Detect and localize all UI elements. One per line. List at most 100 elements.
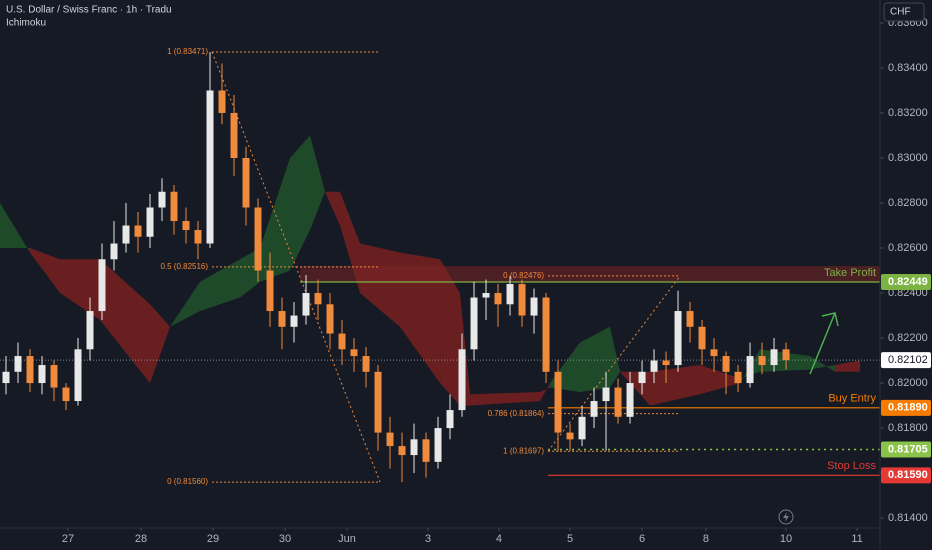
level-badge-label: 0.81890 xyxy=(888,402,928,414)
y-tick-label: 0.82600 xyxy=(888,242,928,254)
fib-trend xyxy=(211,51,381,483)
candle-body xyxy=(362,356,370,372)
current-price-label: 0.82102 xyxy=(888,354,928,366)
candle-body xyxy=(218,90,226,113)
candle-body xyxy=(698,326,706,350)
candle-body xyxy=(650,360,658,372)
y-tick-label: 0.83400 xyxy=(888,62,928,74)
indicator-name: Ichimoku xyxy=(6,18,46,29)
x-tick-label: 27 xyxy=(62,533,74,545)
candle-body xyxy=(542,297,550,372)
level-name: Take Profit xyxy=(824,267,876,279)
candle-body xyxy=(602,387,610,402)
candle-body xyxy=(518,284,526,316)
replay-icon-bolt xyxy=(783,512,789,522)
candle-body xyxy=(290,315,298,327)
x-tick-label: 8 xyxy=(703,533,709,545)
y-tick-label: 0.82000 xyxy=(888,377,928,389)
cloud-segment xyxy=(30,248,61,294)
candle-body xyxy=(386,432,394,447)
cloud-segment xyxy=(699,365,741,395)
cloud-segment xyxy=(440,259,460,406)
candle-body xyxy=(146,207,154,237)
candle-body xyxy=(50,365,58,388)
candle-body xyxy=(626,383,634,417)
currency-box[interactable] xyxy=(883,2,925,22)
replay-icon[interactable] xyxy=(778,509,794,525)
level-name: Buy Entry xyxy=(828,393,876,405)
cloud-segment xyxy=(170,281,201,327)
candle-body xyxy=(434,428,442,462)
candle-body xyxy=(26,356,34,384)
candle-body xyxy=(266,270,274,312)
cloud-segment xyxy=(99,259,151,384)
candle-body xyxy=(134,225,142,237)
target-zone xyxy=(300,266,880,283)
candle-body xyxy=(86,311,94,350)
cloud-segment xyxy=(309,135,325,231)
fib-label: 0 (0.81560) xyxy=(167,477,208,486)
candles xyxy=(2,51,790,483)
fib-label: 1 (0.83471) xyxy=(167,47,208,56)
candle-body xyxy=(170,191,178,222)
fib-label: 1 (0.81697) xyxy=(503,446,544,455)
candle-body xyxy=(314,293,322,305)
candle-body xyxy=(758,356,766,366)
candle-body xyxy=(338,333,346,350)
cloud-segment xyxy=(200,259,241,312)
candle-body xyxy=(422,439,430,462)
x-tick-label: 11 xyxy=(851,533,862,545)
candle-body xyxy=(506,284,514,305)
x-tick-label: 5 xyxy=(567,533,573,545)
candle-body xyxy=(590,401,598,417)
x-tick-label: 6 xyxy=(639,533,645,545)
candle-body xyxy=(458,349,466,411)
level-badge xyxy=(881,467,931,484)
level-badge xyxy=(881,274,931,291)
cloud-segment xyxy=(609,326,621,388)
candle-body xyxy=(734,371,742,384)
candle-body xyxy=(2,371,10,384)
candle-body xyxy=(242,157,250,208)
candle-body xyxy=(278,311,286,327)
cloud-segment xyxy=(470,392,541,406)
y-tick-label: 0.83000 xyxy=(888,152,928,164)
candle-body xyxy=(674,311,682,366)
candle-body xyxy=(782,349,790,361)
x-tick-label: Jun xyxy=(338,533,356,545)
candle-body xyxy=(662,360,670,366)
current-price-badge xyxy=(881,352,931,369)
candle-body xyxy=(398,446,406,456)
fib-label: 0.5 (0.82516) xyxy=(160,262,208,271)
candle-body xyxy=(38,365,46,384)
y-tick-label: 0.82200 xyxy=(888,332,928,344)
level-name: Stop Loss xyxy=(827,460,876,472)
candle-body xyxy=(62,387,70,402)
cloud-segment xyxy=(810,356,835,372)
candle-body xyxy=(482,293,490,298)
x-tick-label: 28 xyxy=(135,533,147,545)
candle-body xyxy=(566,432,574,440)
fib-label: 0.786 (0.81864) xyxy=(488,409,545,418)
level-badge-label: 0.82449 xyxy=(888,276,928,288)
x-tick-label: 29 xyxy=(207,533,219,545)
candle-body xyxy=(302,293,310,316)
currency[interactable]: CHF xyxy=(890,7,911,18)
y-tick-label: 0.81400 xyxy=(888,512,928,524)
x-tick-label: 30 xyxy=(279,533,291,545)
x-tick-label: 10 xyxy=(780,533,792,545)
level-badge xyxy=(881,399,931,416)
cloud-segment xyxy=(399,252,441,384)
candle-body xyxy=(194,230,202,244)
cloud-segment xyxy=(540,383,550,402)
candle-body xyxy=(722,356,730,372)
level-badge xyxy=(881,441,931,458)
cloud-segment xyxy=(0,203,31,253)
cloud-segment xyxy=(150,304,171,384)
candle-body xyxy=(230,112,238,158)
candle-body xyxy=(554,371,562,433)
candle-body xyxy=(110,243,118,260)
cloud-segment xyxy=(290,135,310,271)
candle-body xyxy=(686,311,694,327)
